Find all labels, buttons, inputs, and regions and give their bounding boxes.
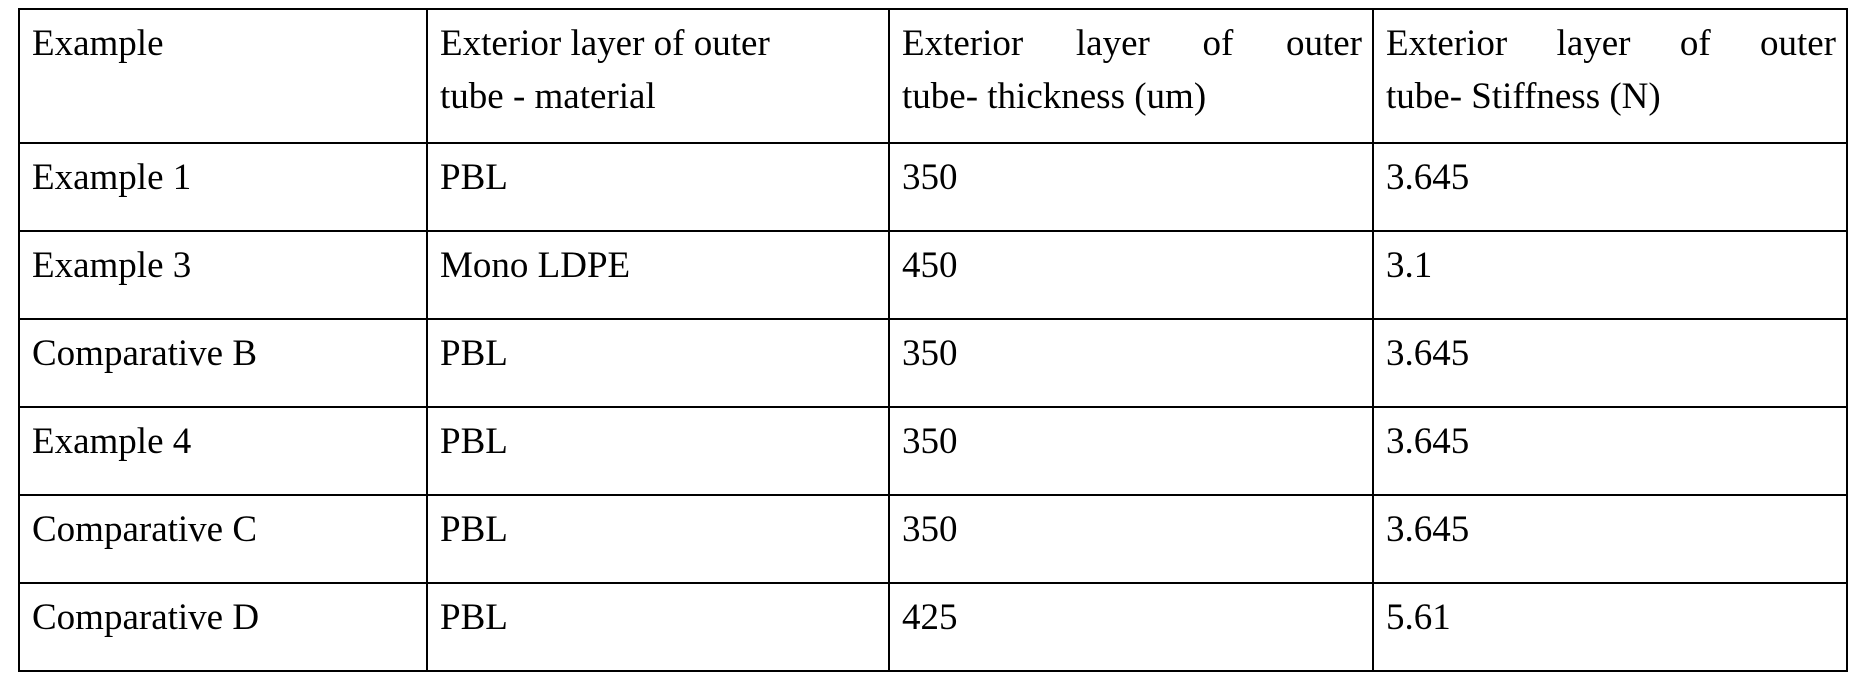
header-line-1: Exterior layer of outer [440, 18, 878, 71]
cell-value: 3.645 [1386, 152, 1836, 205]
header-line-2: tube- Stiffness (N) [1386, 71, 1836, 124]
table-row: Example 3 Mono LDPE 450 3.1 [19, 231, 1847, 319]
cell-stiffness: 3.645 [1373, 143, 1847, 231]
cell-example: Comparative B [19, 319, 427, 407]
header-line-1: Exterior layer of outer [1386, 18, 1836, 71]
cell-thickness: 350 [889, 319, 1373, 407]
cell-value: Example 4 [32, 416, 416, 469]
cell-value: 3.645 [1386, 504, 1836, 557]
cell-value: 450 [902, 240, 1362, 293]
cell-stiffness: 3.645 [1373, 319, 1847, 407]
cell-thickness: 350 [889, 143, 1373, 231]
cell-value: 3.645 [1386, 416, 1836, 469]
table-row: Example 1 PBL 350 3.645 [19, 143, 1847, 231]
header-line-2: tube- thickness (um) [902, 71, 1362, 124]
cell-example: Example 1 [19, 143, 427, 231]
cell-value: 3.1 [1386, 240, 1836, 293]
cell-value: 5.61 [1386, 592, 1836, 645]
cell-value: Comparative D [32, 592, 416, 645]
table-row: Example 4 PBL 350 3.645 [19, 407, 1847, 495]
cell-example: Example 4 [19, 407, 427, 495]
cell-material: PBL [427, 319, 889, 407]
table-row: Comparative D PBL 425 5.61 [19, 583, 1847, 671]
cell-value: PBL [440, 152, 878, 205]
specification-table: Example Exterior layer of outer tube - m… [18, 8, 1848, 672]
column-header-material: Exterior layer of outer tube - material [427, 9, 889, 143]
table-row: Comparative B PBL 350 3.645 [19, 319, 1847, 407]
cell-example: Comparative C [19, 495, 427, 583]
cell-value: 350 [902, 416, 1362, 469]
cell-value: PBL [440, 592, 878, 645]
cell-material: PBL [427, 143, 889, 231]
cell-value: 425 [902, 592, 1362, 645]
header-line-1: Exterior layer of outer [902, 18, 1362, 71]
cell-thickness: 450 [889, 231, 1373, 319]
cell-value: 350 [902, 328, 1362, 381]
cell-thickness: 350 [889, 495, 1373, 583]
cell-stiffness: 5.61 [1373, 583, 1847, 671]
table-header-row: Example Exterior layer of outer tube - m… [19, 9, 1847, 143]
cell-example: Example 3 [19, 231, 427, 319]
cell-material: PBL [427, 583, 889, 671]
cell-stiffness: 3.645 [1373, 495, 1847, 583]
cell-value: PBL [440, 504, 878, 557]
column-header-thickness: Exterior layer of outer tube- thickness … [889, 9, 1373, 143]
cell-stiffness: 3.645 [1373, 407, 1847, 495]
cell-value: Comparative C [32, 504, 416, 557]
column-header-example: Example [19, 9, 427, 143]
cell-value: 3.645 [1386, 328, 1836, 381]
cell-material: Mono LDPE [427, 231, 889, 319]
cell-value: Mono LDPE [440, 240, 878, 293]
cell-stiffness: 3.1 [1373, 231, 1847, 319]
cell-thickness: 425 [889, 583, 1373, 671]
table-container: Example Exterior layer of outer tube - m… [18, 8, 1846, 672]
cell-value: Comparative B [32, 328, 416, 381]
cell-value: Example 3 [32, 240, 416, 293]
cell-example: Comparative D [19, 583, 427, 671]
cell-value: 350 [902, 152, 1362, 205]
cell-value: PBL [440, 328, 878, 381]
cell-value: PBL [440, 416, 878, 469]
column-header-stiffness: Exterior layer of outer tube- Stiffness … [1373, 9, 1847, 143]
table-row: Comparative C PBL 350 3.645 [19, 495, 1847, 583]
cell-material: PBL [427, 495, 889, 583]
header-line-2: tube - material [440, 71, 878, 124]
cell-value: 350 [902, 504, 1362, 557]
cell-value: Example 1 [32, 152, 416, 205]
cell-thickness: 350 [889, 407, 1373, 495]
header-line-1: Example [32, 18, 416, 71]
cell-material: PBL [427, 407, 889, 495]
